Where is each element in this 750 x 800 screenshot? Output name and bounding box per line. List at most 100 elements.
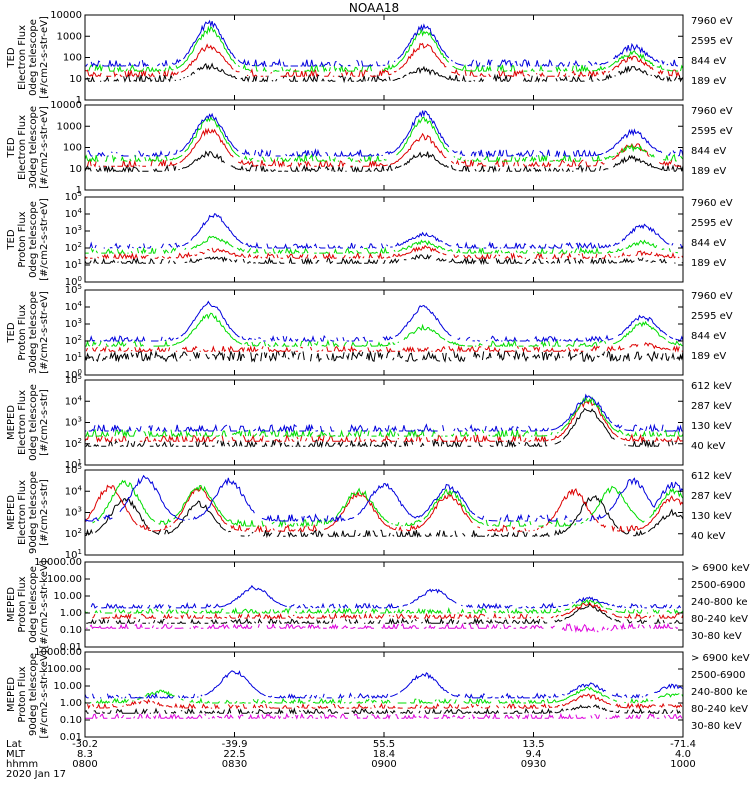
series-line-844-ev <box>85 236 683 253</box>
panel-1-series <box>84 21 684 84</box>
y-tick-label: 10000 <box>50 100 82 111</box>
y-tick-label: 1 <box>76 95 82 106</box>
legend-entry: 2595 eV <box>691 36 733 47</box>
y-axis-label: TED <box>6 47 17 68</box>
series-line-130-kev <box>92 479 684 529</box>
legend-entry: 7960 eV <box>691 198 733 209</box>
series-line--6900-kev <box>85 712 683 720</box>
legend-entry: 130 keV <box>691 421 732 432</box>
y-axis-label: Electron Flux <box>17 25 28 90</box>
y-axis-label: MEPED <box>6 587 17 622</box>
y-axis-label: Electron Flux <box>17 115 28 180</box>
series-line-240-800-kev <box>87 693 683 710</box>
series-line--6900-kev <box>86 624 682 632</box>
y-tick-label: 102 <box>65 437 82 450</box>
y-axis-label: TED <box>6 137 17 158</box>
y-axis-label: 0deg telescope <box>28 201 39 278</box>
series-line-189-ev <box>85 300 684 343</box>
panel-5-series <box>84 393 684 446</box>
legend-entry: 130 keV <box>691 511 732 522</box>
series-line-2595-ev <box>84 244 684 261</box>
legend-entry: 189 eV <box>691 351 726 362</box>
x-axis-row-label: MLT <box>6 749 26 760</box>
legend-entry: 2595 eV <box>691 218 733 229</box>
x-tick-hhmm: 0900 <box>371 759 396 770</box>
x-tick-mlt: 18.4 <box>373 749 395 760</box>
y-tick-label: 105 <box>65 190 82 203</box>
y-axis-label: TED <box>6 229 17 250</box>
x-tick-mlt: 8.3 <box>77 749 93 760</box>
y-tick-label: 10.00 <box>53 681 82 692</box>
panel-4-series <box>84 300 684 363</box>
legend-entry: > 6900 keV <box>691 653 750 664</box>
y-tick-label: 103 <box>65 317 82 330</box>
y-tick-label: 104 <box>65 394 83 407</box>
y-tick-label: 1.00 <box>60 608 82 619</box>
x-tick-lat: 55.5 <box>373 739 395 750</box>
panel-3-frame <box>84 196 684 283</box>
legend-entry: 189 eV <box>691 258 726 269</box>
series-line-2500-6900 <box>86 603 684 625</box>
y-tick-label: 0.01 <box>60 732 82 743</box>
y-tick-label: 100 <box>63 143 82 154</box>
panel-6-series <box>84 474 684 539</box>
series-line-287-kev <box>84 399 684 444</box>
panel-7-frame <box>84 561 684 648</box>
legend-entry: 612 keV <box>691 381 732 392</box>
y-tick-label: 0.10 <box>60 625 82 636</box>
y-tick-label: 104 <box>65 484 83 497</box>
y-tick-label: 1 <box>76 185 82 196</box>
y-tick-label: 103 <box>65 506 82 519</box>
legend-entry: 7960 eV <box>691 16 733 27</box>
panel-2-frame <box>84 104 684 191</box>
x-tick-hhmm: 0930 <box>521 759 546 770</box>
series-line-7960-ev <box>84 253 684 266</box>
y-axis-label: [#/cm2-s-str-eV] <box>39 106 50 189</box>
y-tick-label: 102 <box>65 334 82 347</box>
y-tick-label: 100 <box>65 275 82 288</box>
series-line-7960-ev <box>84 62 684 84</box>
y-tick-label: 103 <box>65 416 82 429</box>
y-tick-label: 105 <box>65 373 82 386</box>
y-axis-label: [#/cm2-s-str-eV] <box>39 16 50 99</box>
y-tick-label: 104 <box>65 300 83 313</box>
series-line-130-kev <box>85 395 684 439</box>
y-axis-label: 0deg telescope <box>28 566 39 643</box>
chart-title: NOAA18 <box>349 1 399 15</box>
y-tick-label: 103 <box>65 224 82 237</box>
y-tick-label: 100 <box>63 53 82 64</box>
y-tick-label: 1000 <box>57 31 82 42</box>
series-line-844-ev <box>88 25 684 73</box>
panel-5-frame <box>84 379 684 466</box>
y-axis-label: 90deg telescope <box>28 653 39 736</box>
x-tick-mlt: 22.5 <box>223 749 245 760</box>
y-tick-label: 102 <box>65 241 82 254</box>
x-axis-row-label: Lat <box>6 739 22 750</box>
x-tick-lat: -71.4 <box>670 739 696 750</box>
x-axis-row-label: hhmm <box>6 759 38 770</box>
x-axis-row-label: 2020 Jan 17 <box>6 769 66 780</box>
y-axis-label: [#/cm2-s-str-keV] <box>39 650 50 738</box>
legend-entry: 80-240 keV <box>691 614 748 625</box>
legend-entry: 189 eV <box>691 166 726 177</box>
y-axis-label: Proton Flux <box>17 576 28 632</box>
y-axis-label: Electron Flux <box>17 480 28 545</box>
legend-entry: 7960 eV <box>691 291 733 302</box>
y-tick-label: 101 <box>65 351 82 364</box>
y-tick-label: 101 <box>65 258 82 271</box>
x-tick-lat: -39.9 <box>222 739 248 750</box>
legend-entry: 2500-6900 <box>691 580 746 591</box>
y-axis-label: Proton Flux <box>17 304 28 360</box>
y-tick-label: 100 <box>65 368 82 381</box>
y-axis-label: Electron Flux <box>17 390 28 455</box>
y-axis-label: 0deg telescope <box>28 384 39 461</box>
x-tick-hhmm: 0800 <box>72 759 97 770</box>
y-tick-label: 1000 <box>57 121 82 132</box>
y-tick-label: 10 <box>69 164 82 175</box>
legend-entry: 40 keV <box>691 531 725 542</box>
y-axis-label: [#/cm2-s-str] <box>39 479 50 546</box>
y-tick-label: 1.00 <box>60 698 82 709</box>
y-axis-label: [#/cm2-s-str] <box>39 389 50 456</box>
y-tick-label: 105 <box>65 463 82 476</box>
